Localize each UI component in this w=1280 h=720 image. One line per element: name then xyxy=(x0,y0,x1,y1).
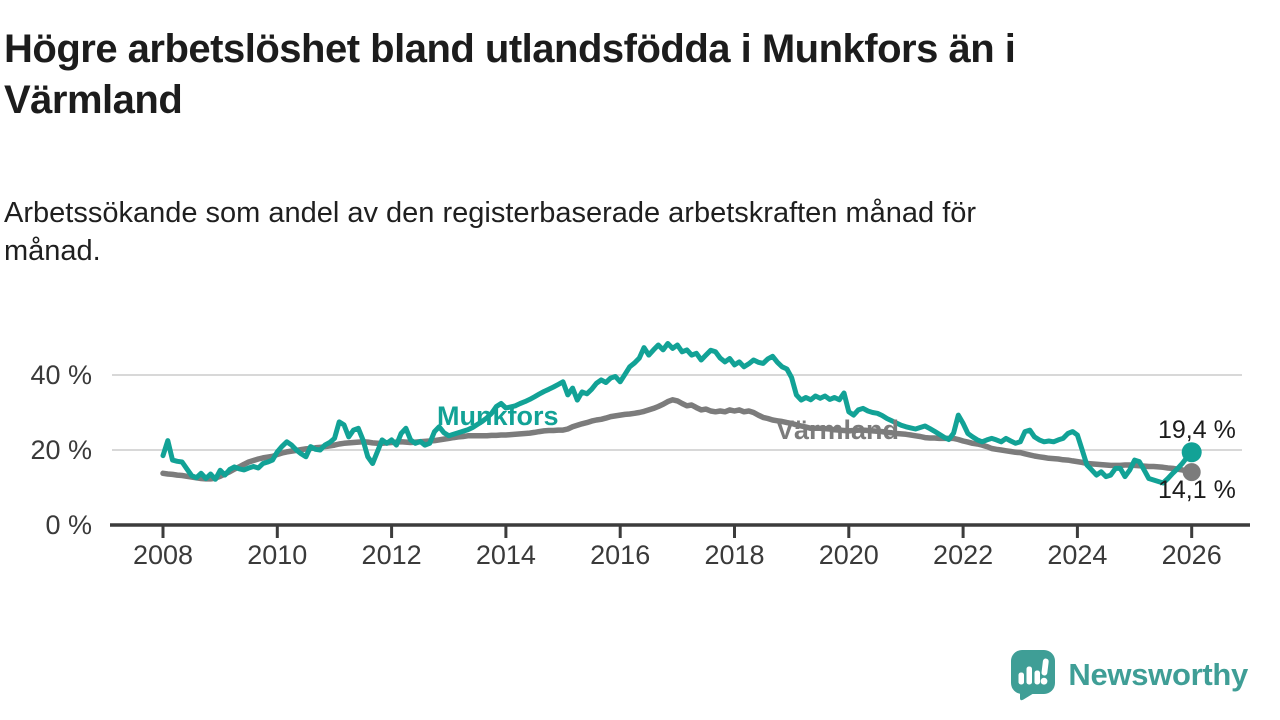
x-axis-label-2010: 2010 xyxy=(247,540,308,570)
x-axis-label-2018: 2018 xyxy=(704,540,765,570)
vrmland-line xyxy=(160,397,1195,482)
newsworthy-logo: Newsworthy xyxy=(1009,648,1248,701)
y-axis-label-20: 20 % xyxy=(30,435,92,465)
series-label-varmland: Värmland xyxy=(776,415,900,445)
x-axis-label-2024: 2024 xyxy=(1047,540,1108,570)
x-axis-label-2016: 2016 xyxy=(590,540,651,570)
x-axis-label-2022: 2022 xyxy=(933,540,994,570)
chart-bars-speech-bubble-icon xyxy=(1011,650,1056,701)
x-axis-label-2020: 2020 xyxy=(818,540,879,570)
x-axis-label-2014: 2014 xyxy=(475,540,536,570)
y-axis-label-40: 40 % xyxy=(30,360,92,390)
vrmland-end-dot xyxy=(1182,463,1201,482)
y-axis-label-0: 0 % xyxy=(45,510,92,540)
x-axis-label-2026: 2026 xyxy=(1161,540,1222,570)
value-label-munkfors: 19,4 % xyxy=(1158,416,1236,444)
value-label-varmland: 14,1 % xyxy=(1158,476,1236,504)
x-axis-label-2008: 2008 xyxy=(132,540,194,570)
x-axis-label-2012: 2012 xyxy=(361,540,422,570)
munkfors-line xyxy=(160,341,1195,486)
page-title: Högre arbetslöshet bland utlandsfödda i … xyxy=(4,27,1016,122)
series-label-munkfors: Munkfors xyxy=(437,401,559,431)
newsworthy-logo-text: Newsworthy xyxy=(1068,656,1248,692)
page-subtitle: Arbetssökande som andel av den registerb… xyxy=(4,197,977,267)
munkfors-end-dot xyxy=(1181,442,1202,463)
